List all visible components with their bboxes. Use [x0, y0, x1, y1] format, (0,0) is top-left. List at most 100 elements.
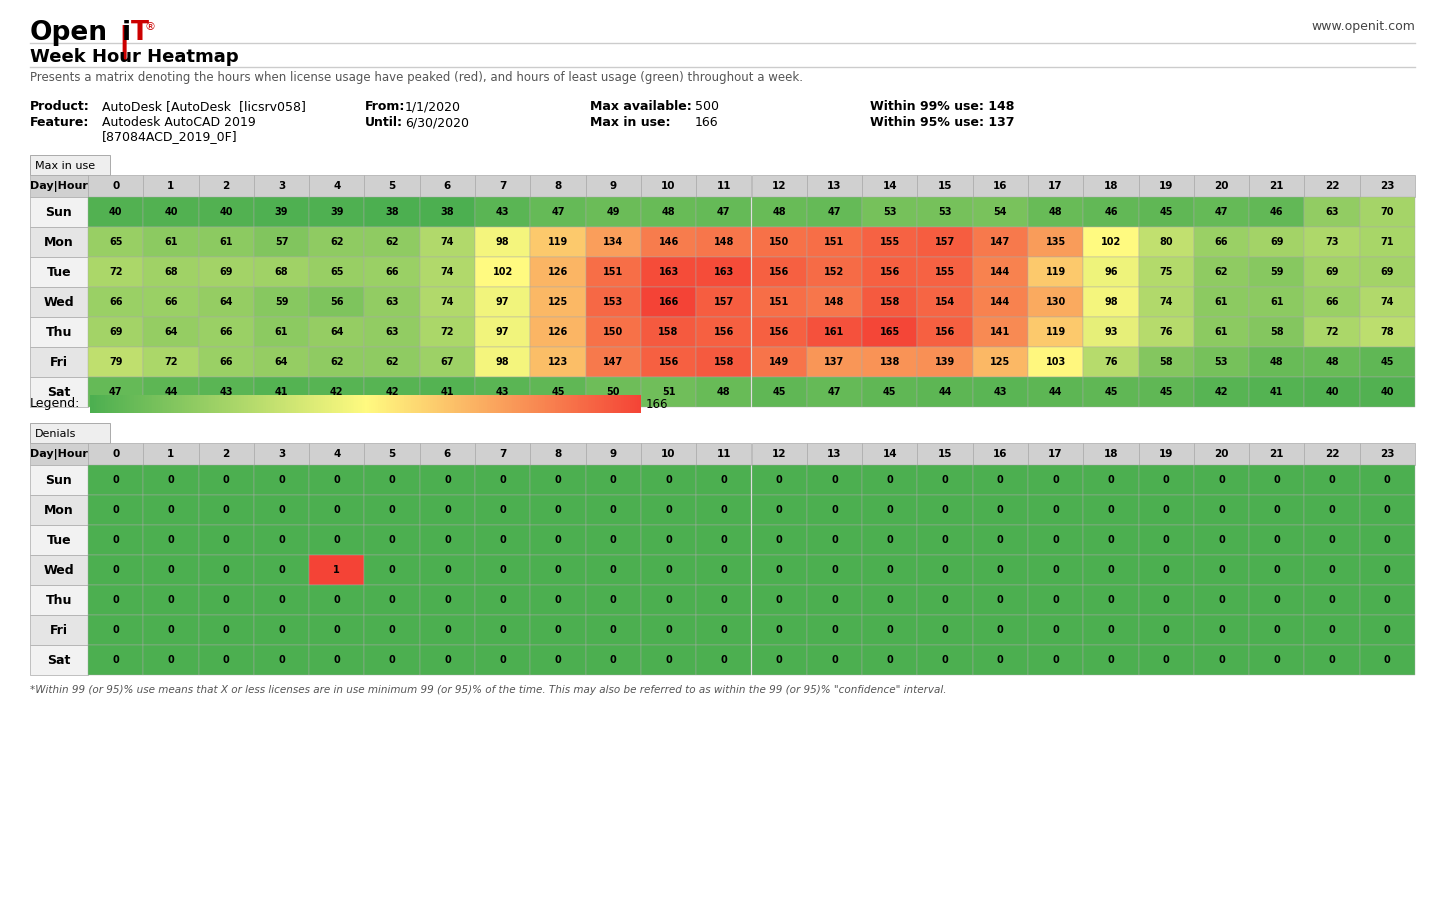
Bar [177, 395, 178, 413]
Bar [294, 395, 295, 413]
Text: 0: 0 [278, 565, 285, 575]
Bar [573, 395, 574, 413]
Bar [286, 395, 288, 413]
Text: 51: 51 [662, 387, 675, 397]
Bar [807, 525, 862, 555]
Bar [370, 395, 371, 413]
Text: Product:: Product: [30, 100, 89, 113]
Bar [309, 495, 364, 525]
Bar [807, 287, 862, 317]
Bar [807, 645, 862, 675]
Bar [371, 395, 373, 413]
Bar [361, 395, 364, 413]
Bar [751, 585, 807, 615]
Bar [404, 395, 406, 413]
Bar [1027, 585, 1084, 615]
Bar [364, 555, 420, 585]
Bar [164, 395, 165, 413]
Bar [340, 395, 341, 413]
Bar [357, 395, 358, 413]
Bar [420, 395, 423, 413]
Bar [259, 395, 260, 413]
Text: 144: 144 [990, 267, 1010, 277]
Bar [544, 395, 545, 413]
Bar [1027, 287, 1084, 317]
Text: 0: 0 [1163, 475, 1170, 485]
Bar [751, 257, 807, 287]
Text: 102: 102 [492, 267, 512, 277]
Bar [1194, 377, 1249, 407]
Bar [250, 395, 252, 413]
Bar [751, 615, 807, 645]
Text: 9: 9 [610, 449, 617, 459]
Bar [88, 645, 144, 675]
Text: 0: 0 [334, 475, 340, 485]
Bar [640, 555, 696, 585]
Bar [1249, 645, 1304, 675]
Text: Sun: Sun [46, 474, 72, 487]
Bar [531, 645, 586, 675]
Bar [253, 645, 309, 675]
Bar [1249, 317, 1304, 347]
Bar [640, 645, 696, 675]
Text: 0: 0 [389, 625, 396, 635]
Text: 72: 72 [164, 357, 177, 367]
Text: Feature:: Feature: [30, 116, 89, 129]
Bar [412, 395, 413, 413]
Bar [571, 395, 573, 413]
Bar [586, 555, 640, 585]
Bar [450, 395, 452, 413]
Bar [1304, 317, 1360, 347]
Bar [468, 395, 471, 413]
Text: 22: 22 [1325, 449, 1340, 459]
Text: 0: 0 [499, 535, 507, 545]
Bar [124, 395, 125, 413]
Bar [452, 395, 453, 413]
Bar [386, 395, 387, 413]
Bar [1194, 615, 1249, 645]
Bar [527, 395, 530, 413]
Text: 150: 150 [603, 327, 623, 337]
Bar [558, 395, 560, 413]
Text: 0: 0 [941, 475, 948, 485]
Bar [319, 395, 321, 413]
Text: 0: 0 [445, 475, 450, 485]
Text: 0: 0 [776, 595, 783, 605]
Text: 66: 66 [1215, 237, 1229, 247]
Bar [531, 227, 586, 257]
Bar [298, 395, 299, 413]
Text: 15: 15 [938, 181, 953, 191]
Text: 141: 141 [990, 327, 1010, 337]
Bar [1304, 585, 1360, 615]
Text: 5: 5 [389, 181, 396, 191]
Bar [88, 347, 144, 377]
Bar [1194, 287, 1249, 317]
Bar [199, 287, 253, 317]
Text: 3: 3 [278, 449, 285, 459]
Bar [862, 443, 918, 465]
Text: 43: 43 [496, 207, 509, 217]
Text: From:: From: [366, 100, 406, 113]
Text: 148: 148 [714, 237, 734, 247]
Bar [593, 395, 594, 413]
Text: 135: 135 [1046, 237, 1066, 247]
Text: 0: 0 [167, 655, 174, 665]
Text: 75: 75 [1160, 267, 1173, 277]
Text: 47: 47 [827, 387, 842, 397]
Bar [586, 227, 640, 257]
Bar [612, 395, 613, 413]
Text: 47: 47 [1215, 207, 1229, 217]
Bar [420, 197, 475, 227]
Bar [253, 615, 309, 645]
Bar [751, 317, 807, 347]
Bar [30, 347, 88, 377]
Bar [253, 395, 255, 413]
Bar [460, 395, 463, 413]
Text: 0: 0 [832, 625, 837, 635]
Bar [567, 395, 570, 413]
Text: 72: 72 [440, 327, 455, 337]
Bar [1138, 443, 1194, 465]
Bar [606, 395, 607, 413]
Bar [586, 377, 640, 407]
Bar [1138, 615, 1194, 645]
